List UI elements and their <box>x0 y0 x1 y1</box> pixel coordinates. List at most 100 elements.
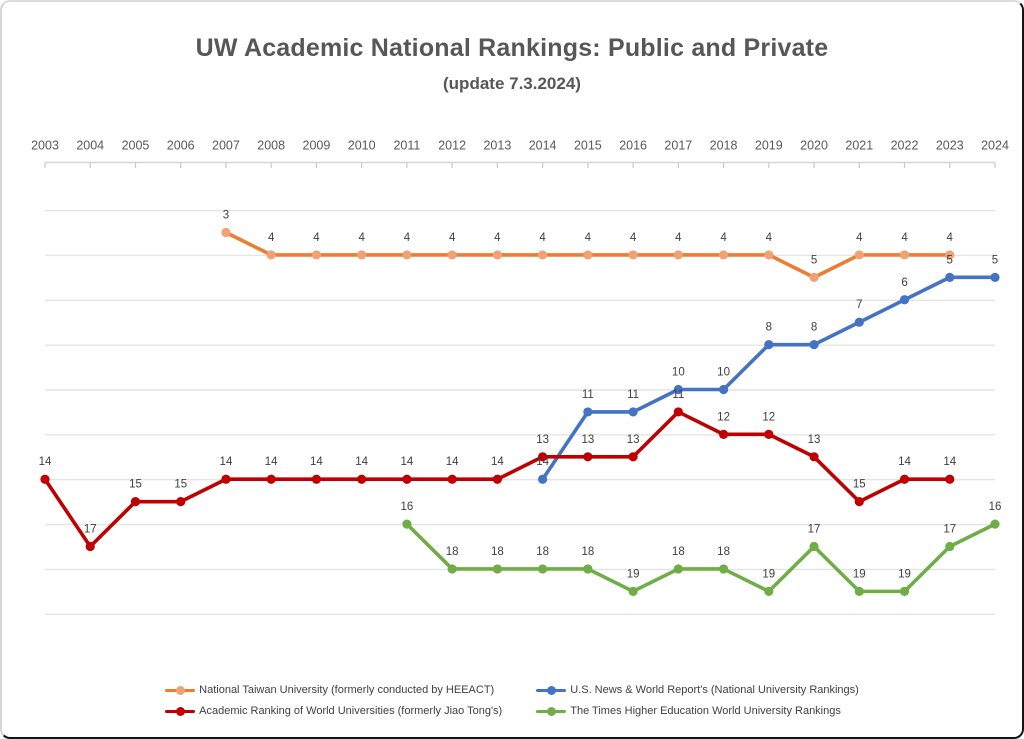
data-point <box>402 250 412 260</box>
data-label: 14 <box>220 456 233 468</box>
data-point <box>854 586 864 596</box>
data-point <box>718 429 729 439</box>
data-point <box>40 474 50 484</box>
gridlines <box>45 209 995 615</box>
legend-item-2: Academic Ranking of World Universities (… <box>165 705 502 717</box>
data-label: 4 <box>313 232 320 244</box>
data-label: 14 <box>446 456 459 468</box>
data-point <box>538 452 548 462</box>
x-axis-label: 2018 <box>710 139 738 153</box>
data-label: 14 <box>39 456 52 468</box>
x-axis: 2003 2004 2005 2006 2007 2008 2009 2010 2011 2012… <box>31 139 1009 168</box>
data-point <box>266 250 276 260</box>
data-label: 13 <box>581 434 594 446</box>
legend-item-0: National Taiwan University (formerly con… <box>165 684 502 696</box>
data-label: 14 <box>310 456 323 468</box>
data-label: 17 <box>808 524 821 536</box>
x-axis-label: 2004 <box>76 139 104 153</box>
data-label: 8 <box>811 322 817 334</box>
data-label: 3 <box>223 209 229 221</box>
data-label: 18 <box>672 546 685 558</box>
data-label: 12 <box>762 411 775 423</box>
data-label: 13 <box>536 434 549 446</box>
data-label: 11 <box>672 389 684 401</box>
legend-marker-icon <box>536 706 567 716</box>
data-label: 18 <box>491 546 504 558</box>
data-point <box>990 272 1000 282</box>
data-point <box>538 250 548 260</box>
legend-label: U.S. News & World Report's (National Uni… <box>570 684 859 696</box>
data-point <box>854 497 864 507</box>
legend-marker-icon <box>536 685 567 695</box>
data-point <box>538 564 548 574</box>
x-axis-label: 2010 <box>348 139 376 153</box>
series-labels-0: 3 4 4 4 4 4 4 4 4 4 4 4 4 5 4 4 4 <box>223 209 954 266</box>
x-axis-label: 2007 <box>212 139 240 153</box>
x-axis-label: 2023 <box>936 139 964 153</box>
data-label: 4 <box>901 232 908 244</box>
data-label: 18 <box>717 546 730 558</box>
x-axis-label: 2021 <box>845 139 873 153</box>
data-point <box>311 250 322 260</box>
x-axis-label: 2005 <box>122 139 150 153</box>
data-label: 4 <box>404 232 411 244</box>
data-label: 4 <box>766 232 773 244</box>
data-point <box>673 250 683 260</box>
data-label: 4 <box>358 232 365 244</box>
data-label: 14 <box>491 456 504 468</box>
x-axis-label: 2020 <box>800 139 828 153</box>
data-label: 15 <box>853 479 866 491</box>
data-label: 14 <box>898 456 911 468</box>
series-labels-2: 14 17 15 15 14 14 14 14 14 14 14 13 13 13 11 12 12 13 15 14… <box>39 389 957 536</box>
data-label: 6 <box>901 277 907 289</box>
data-point <box>538 474 548 484</box>
data-point <box>990 519 1000 529</box>
data-point <box>718 384 729 395</box>
data-point <box>764 586 774 596</box>
data-point <box>176 497 186 507</box>
data-point <box>628 452 638 462</box>
series-labels-3: 16 18 18 18 18 19 18 18 19 17 19 19 17 16 <box>401 501 1002 580</box>
legend-label: National Taiwan University (formerly con… <box>199 684 495 696</box>
data-label: 5 <box>947 254 953 266</box>
data-point <box>764 340 774 350</box>
x-axis-label: 2016 <box>619 139 647 153</box>
data-point <box>809 541 819 552</box>
data-label: 15 <box>129 479 142 491</box>
data-label: 11 <box>582 389 594 401</box>
data-label: 4 <box>630 232 637 244</box>
data-point <box>628 250 638 260</box>
data-label: 14 <box>401 456 414 468</box>
data-point <box>447 250 457 260</box>
data-label: 19 <box>627 568 640 580</box>
data-label: 5 <box>992 254 998 266</box>
data-label: 18 <box>446 546 459 558</box>
series-markers-0 <box>221 227 955 282</box>
data-label: 11 <box>627 389 639 401</box>
data-point <box>583 564 593 574</box>
data-label: 12 <box>717 411 730 423</box>
data-label: 19 <box>853 568 866 580</box>
data-point <box>402 519 412 529</box>
data-point <box>945 272 955 282</box>
legend-label: The Times Higher Education World Univers… <box>570 705 841 717</box>
data-point <box>809 452 819 462</box>
data-point <box>628 407 638 417</box>
x-axis-label: 2014 <box>529 139 557 153</box>
data-point <box>357 250 367 260</box>
data-point <box>85 541 95 552</box>
data-point <box>130 497 141 507</box>
chart-title: UW Academic National Rankings: Public an… <box>195 34 829 62</box>
series-markers-2 <box>40 407 955 552</box>
data-point <box>447 564 457 574</box>
data-point <box>266 474 276 484</box>
x-axis-label: 2017 <box>664 139 692 153</box>
data-label: 17 <box>943 524 956 536</box>
data-point <box>673 564 683 574</box>
data-label: 18 <box>581 546 594 558</box>
data-label: 19 <box>762 568 775 580</box>
data-point <box>402 474 412 484</box>
x-axis-label: 2006 <box>167 139 195 153</box>
data-point <box>221 227 231 238</box>
